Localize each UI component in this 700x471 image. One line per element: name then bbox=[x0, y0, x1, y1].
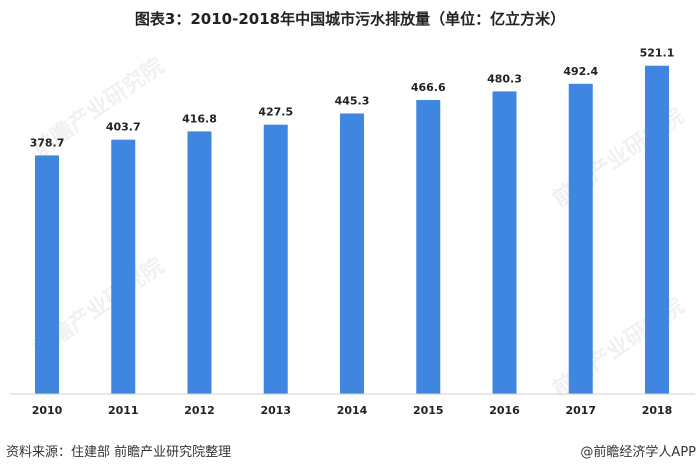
brand-credit: @前瞻经济学人APP bbox=[580, 445, 696, 460]
data-label-2015: 466.6 bbox=[411, 81, 446, 94]
x-tick-label-2016: 2016 bbox=[489, 404, 520, 417]
x-tick-label-2017: 2017 bbox=[565, 404, 596, 417]
bar-2016 bbox=[492, 91, 517, 394]
data-label-2012: 416.8 bbox=[182, 112, 217, 125]
data-label-2013: 427.5 bbox=[258, 106, 293, 119]
bar-2017 bbox=[568, 83, 593, 395]
x-tick-label-2012: 2012 bbox=[184, 404, 215, 417]
x-tick-label-2015: 2015 bbox=[413, 404, 444, 417]
data-label-2014: 445.3 bbox=[335, 94, 370, 107]
bar-2012 bbox=[187, 131, 212, 394]
bar-2011 bbox=[111, 139, 136, 394]
data-label-2011: 403.7 bbox=[106, 121, 141, 134]
x-tick-label-2013: 2013 bbox=[260, 404, 291, 417]
source-note: 资料来源：住建部 前瞻产业研究院整理 bbox=[6, 445, 232, 460]
data-label-2010: 378.7 bbox=[30, 136, 65, 149]
bar-2013 bbox=[263, 124, 288, 395]
data-label-2018: 521.1 bbox=[640, 47, 675, 60]
data-label-2017: 492.4 bbox=[563, 65, 598, 78]
bar-chart: 378.7 2010 403.7 2011 416.8 2012 427.5 2013 445.… bbox=[10, 47, 695, 417]
bar-2010 bbox=[35, 155, 59, 394]
x-tick-label-2018: 2018 bbox=[642, 404, 673, 417]
bar-2018 bbox=[645, 65, 669, 394]
x-tick-label-2014: 2014 bbox=[337, 404, 368, 417]
x-tick-label-2011: 2011 bbox=[108, 404, 139, 417]
data-label-2016: 480.3 bbox=[487, 72, 522, 85]
x-tick-label-2010: 2010 bbox=[32, 404, 63, 417]
chart-title: 图表3：2010-2018年中国城市污水排放量（单位：亿立方米） bbox=[134, 10, 566, 28]
bar-2014 bbox=[340, 113, 364, 394]
bar-2015 bbox=[416, 100, 441, 395]
